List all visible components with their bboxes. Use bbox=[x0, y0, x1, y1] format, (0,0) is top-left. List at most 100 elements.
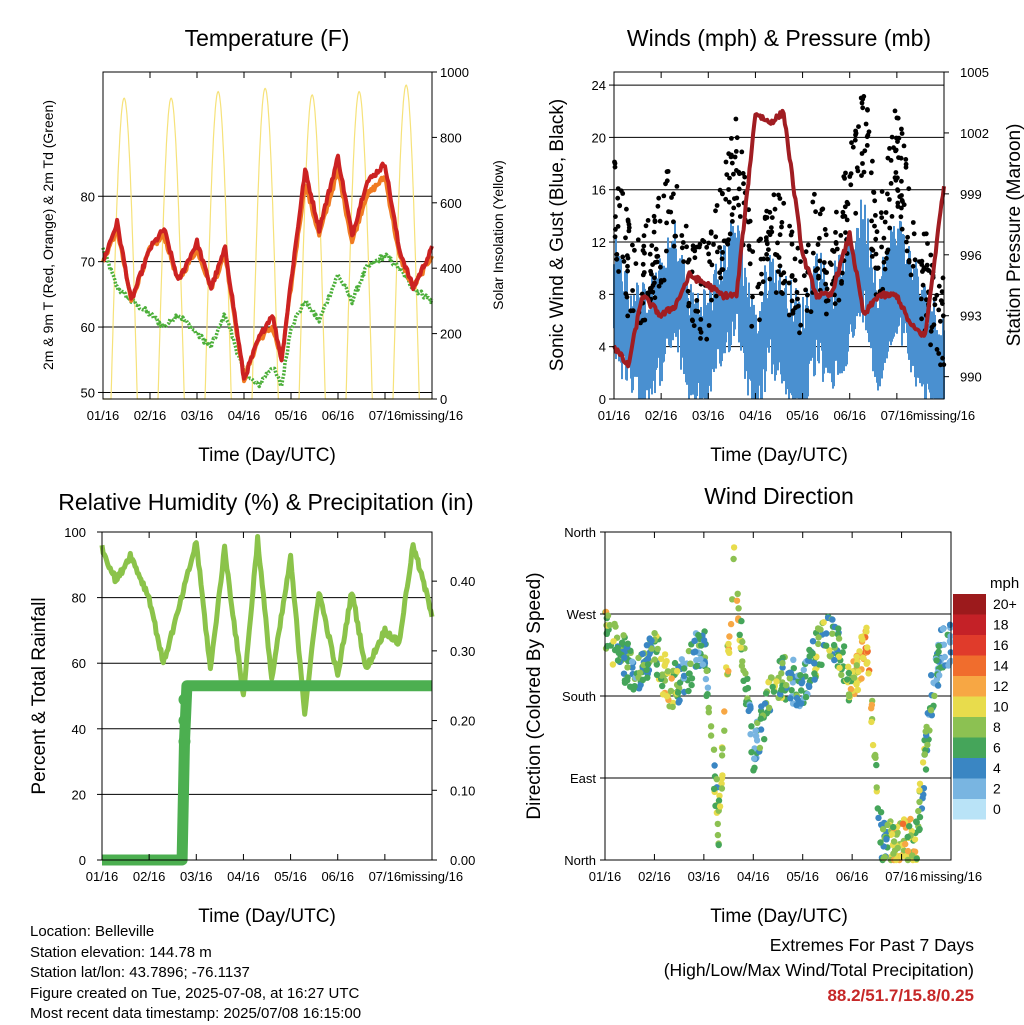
direction-point bbox=[740, 667, 747, 674]
direction-point bbox=[894, 844, 901, 852]
gust-point bbox=[882, 266, 888, 272]
legend-label: 6 bbox=[993, 740, 1001, 756]
gust-point bbox=[910, 263, 916, 269]
direction-point bbox=[703, 692, 710, 700]
direction-ytick-label: North bbox=[564, 853, 596, 868]
direction-point bbox=[839, 649, 846, 656]
direction-point bbox=[757, 715, 764, 722]
direction-point bbox=[702, 675, 710, 683]
gust-point bbox=[777, 263, 783, 269]
gust-point bbox=[832, 301, 838, 307]
gust-point bbox=[853, 132, 858, 138]
direction-title: Wind Direction bbox=[704, 483, 854, 509]
legend-swatch bbox=[953, 778, 986, 799]
gust-point bbox=[903, 161, 909, 167]
gust-point bbox=[839, 270, 845, 276]
gust-point bbox=[698, 317, 704, 322]
direction-point bbox=[871, 753, 878, 760]
gust-point bbox=[775, 240, 780, 246]
direction-point bbox=[725, 647, 732, 655]
gust-point bbox=[847, 174, 853, 179]
direction-point bbox=[687, 660, 694, 667]
gust-point bbox=[647, 251, 653, 257]
gust-point bbox=[651, 229, 657, 235]
gust-point bbox=[911, 231, 917, 237]
direction-point bbox=[859, 636, 866, 643]
legend-swatch bbox=[953, 635, 986, 656]
gust-point bbox=[853, 128, 858, 134]
gust-point bbox=[912, 257, 918, 263]
direction-point bbox=[739, 658, 746, 665]
gust-point bbox=[813, 267, 819, 273]
gust-point bbox=[789, 298, 795, 304]
direction-point bbox=[675, 699, 682, 706]
gust-point bbox=[691, 323, 697, 329]
gust-point bbox=[918, 296, 924, 302]
direction-point bbox=[811, 660, 818, 667]
gust-point bbox=[887, 225, 893, 231]
gust-point bbox=[883, 210, 889, 215]
humidity-ytick-label: 20 bbox=[72, 787, 86, 802]
direction-point bbox=[714, 831, 722, 839]
direction-point bbox=[934, 682, 942, 689]
gust-point bbox=[864, 134, 870, 140]
gust-point bbox=[852, 137, 858, 143]
gust-point bbox=[779, 224, 784, 230]
gust-point bbox=[755, 284, 761, 290]
direction-point bbox=[790, 665, 797, 672]
direction-point bbox=[716, 803, 724, 810]
legend-swatch bbox=[953, 737, 986, 758]
gust-point bbox=[864, 143, 870, 148]
humidity-ytick-label: 40 bbox=[72, 722, 86, 737]
gust-point bbox=[893, 170, 899, 175]
gust-point bbox=[885, 247, 891, 253]
gust-point bbox=[895, 200, 901, 206]
rain-ytick-label: 0.30 bbox=[450, 644, 475, 659]
legend-label: 20+ bbox=[993, 596, 1017, 612]
temperature-xtick-label: 02/16 bbox=[134, 408, 167, 423]
direction-point bbox=[714, 820, 721, 828]
gust-point bbox=[625, 263, 630, 269]
gust-point bbox=[729, 160, 735, 166]
direction-xtick-label: 01/16 bbox=[589, 869, 622, 884]
gust-point bbox=[698, 329, 704, 335]
gust-point bbox=[899, 131, 905, 136]
direction-point bbox=[685, 647, 693, 655]
humidity-xtick-label: missing/16 bbox=[401, 869, 463, 884]
humidity-series bbox=[99, 534, 435, 866]
direction-ytick-label: South bbox=[562, 689, 596, 704]
direction-point bbox=[643, 666, 650, 673]
legend-label: 14 bbox=[993, 658, 1009, 674]
direction-point bbox=[637, 681, 644, 689]
winds-xtick-label: 06/16 bbox=[833, 408, 866, 423]
gust-point bbox=[771, 192, 777, 198]
direction-point bbox=[663, 658, 670, 665]
gust-point bbox=[704, 336, 710, 342]
direction-point bbox=[697, 655, 704, 663]
gust-point bbox=[843, 230, 848, 236]
direction-ytick-label: North bbox=[564, 525, 596, 540]
gust-point bbox=[798, 259, 803, 264]
gust-point bbox=[815, 242, 821, 248]
gust-point bbox=[803, 287, 808, 293]
winds-series bbox=[612, 94, 947, 399]
direction-point bbox=[629, 658, 636, 665]
gust-point bbox=[736, 202, 741, 208]
gust-point bbox=[823, 232, 829, 238]
direction-point bbox=[735, 605, 742, 612]
direction-point bbox=[629, 664, 636, 671]
station-latlon: Station lat/lon: 43.7896; -76.1137 bbox=[30, 964, 250, 981]
gust-point bbox=[870, 158, 875, 164]
direction-point bbox=[695, 631, 702, 639]
direction-point bbox=[922, 766, 930, 773]
gust-point bbox=[620, 254, 626, 260]
gust-point bbox=[733, 149, 739, 154]
gust-point bbox=[674, 184, 680, 189]
temperature-xtick-label: 07/16 bbox=[369, 408, 402, 423]
gust-point bbox=[844, 217, 850, 223]
temperature-ytick-label: 70 bbox=[81, 255, 95, 270]
gust-point bbox=[789, 241, 795, 247]
direction-point bbox=[817, 626, 824, 633]
gust-point bbox=[789, 274, 795, 279]
